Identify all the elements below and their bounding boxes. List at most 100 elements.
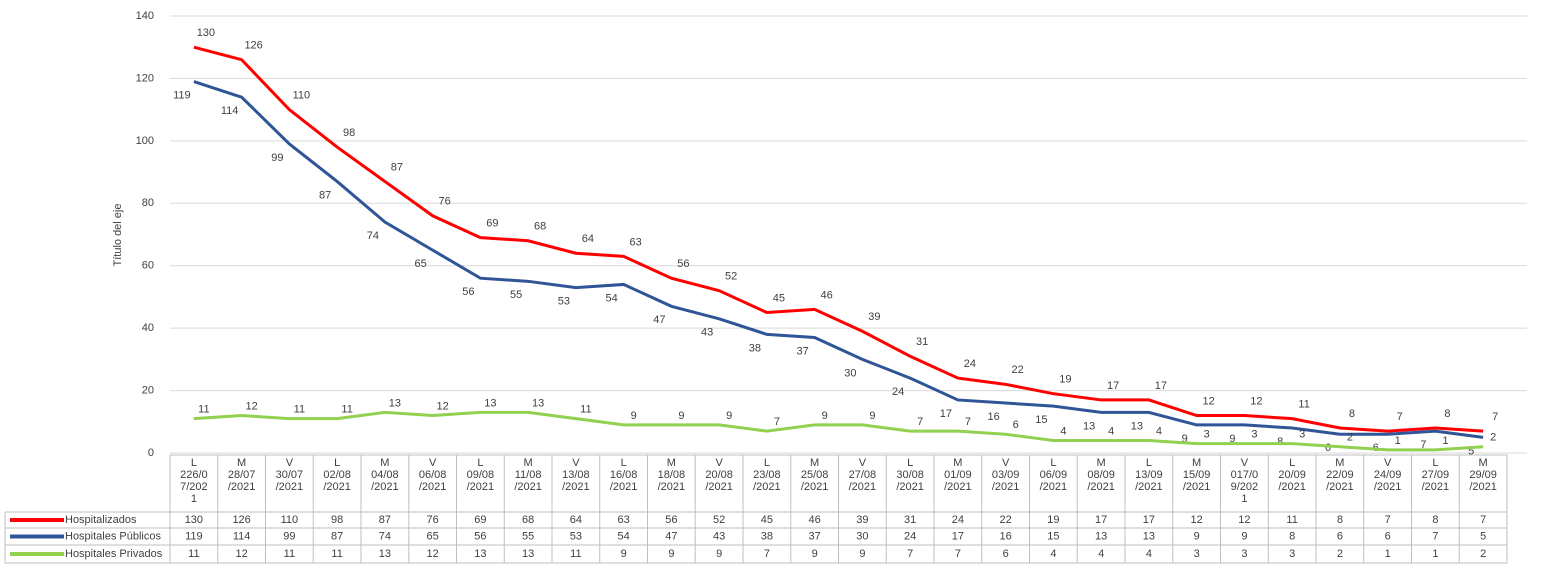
- table-value: 31: [904, 514, 916, 526]
- data-label: 7: [1397, 411, 1403, 423]
- data-label: 98: [343, 127, 355, 139]
- data-label: 7: [965, 416, 971, 428]
- table-value: 9: [812, 548, 818, 560]
- table-value: 87: [331, 530, 343, 542]
- x-tick-label: M 29/09/2021: [1469, 457, 1497, 493]
- data-label: 114: [221, 105, 239, 117]
- table-value: 99: [283, 530, 295, 542]
- table-value: 3: [1241, 548, 1247, 560]
- series-line: [193, 80, 1484, 439]
- table-value: 38: [761, 530, 773, 542]
- data-label: 7: [1420, 439, 1426, 451]
- table-value: 37: [809, 530, 821, 542]
- data-label: 110: [293, 90, 311, 102]
- table-value: 2: [1337, 548, 1343, 560]
- data-label: 3: [1251, 429, 1257, 441]
- data-label: 9: [822, 410, 828, 422]
- data-label: 74: [367, 230, 379, 242]
- table-value: 6: [1385, 530, 1391, 542]
- x-tick-label: L 09/08/2021: [467, 457, 495, 493]
- x-tick-label: L 23/08/2021: [753, 457, 781, 493]
- table-value: 15: [1047, 530, 1059, 542]
- data-label: 12: [437, 400, 449, 412]
- data-label: 54: [606, 292, 618, 304]
- data-label: 76: [439, 196, 451, 208]
- x-tick-label: M 04/08/2021: [371, 457, 399, 493]
- data-label: 130: [197, 27, 215, 39]
- table-value: 3: [1194, 548, 1200, 560]
- table-value: 9: [716, 548, 722, 560]
- data-label: 65: [415, 258, 427, 270]
- legend-label: Hospitales Privados: [65, 548, 163, 560]
- data-label: 52: [725, 271, 737, 283]
- table-value: 46: [809, 514, 821, 526]
- table-value: 54: [618, 530, 630, 542]
- data-label: 53: [558, 295, 570, 307]
- data-label: 47: [653, 314, 665, 326]
- table-value: 16: [1000, 530, 1012, 542]
- x-tick-label: L 27/09/2021: [1422, 457, 1450, 493]
- x-tick-label: V 017/0 9/202 1: [1231, 457, 1259, 505]
- data-label: 1: [1442, 435, 1448, 447]
- data-label: 11: [341, 404, 352, 416]
- legend-label: Hospitales Públicos: [65, 530, 161, 542]
- table-value: 9: [1241, 530, 1247, 542]
- table-value: 11: [331, 548, 342, 560]
- data-label: 46: [821, 289, 833, 301]
- data-label: 68: [534, 221, 546, 233]
- data-label: 11: [580, 404, 591, 416]
- table-value: 17: [1143, 514, 1155, 526]
- table-value: 13: [379, 548, 391, 560]
- x-tick-label: V 03/09/2021: [992, 457, 1020, 493]
- data-label: 4: [1156, 425, 1162, 437]
- table-value: 24: [952, 514, 964, 526]
- table-value: 3: [1289, 548, 1295, 560]
- data-label: 13: [484, 397, 496, 409]
- data-label: 12: [1250, 395, 1262, 407]
- data-label: 99: [271, 152, 283, 164]
- data-label: 9: [869, 410, 875, 422]
- table-value: 130: [185, 514, 203, 526]
- table-value: 7: [955, 548, 961, 560]
- data-label: 24: [964, 358, 976, 370]
- table-value: 7: [764, 548, 770, 560]
- y-tick-label: 100: [136, 135, 154, 147]
- data-label: 5: [1468, 445, 1474, 457]
- table-value: 22: [1000, 514, 1012, 526]
- data-label: 63: [630, 236, 642, 248]
- table-value: 9: [621, 548, 627, 560]
- data-label: 69: [486, 218, 498, 230]
- table-value: 6: [1003, 548, 1009, 560]
- table-value: 126: [232, 514, 250, 526]
- data-label: 43: [701, 327, 713, 339]
- data-label: 9: [1182, 433, 1188, 445]
- table-value: 8: [1337, 514, 1343, 526]
- data-label: 2: [1347, 432, 1353, 444]
- table-value: 76: [427, 514, 439, 526]
- series-line: [193, 45, 1484, 433]
- table-value: 8: [1289, 530, 1295, 542]
- table-value: 7: [1385, 514, 1391, 526]
- table-value: 114: [233, 530, 251, 542]
- data-label: 37: [797, 345, 809, 357]
- table-value: 74: [379, 530, 391, 542]
- table-value: 17: [1095, 514, 1107, 526]
- x-tick-label: L 226/0 7/202 1: [180, 457, 208, 505]
- data-label: 56: [677, 258, 689, 270]
- table-value: 119: [185, 530, 203, 542]
- table-value: 65: [427, 530, 439, 542]
- x-tick-label: M 01/09/2021: [944, 457, 972, 493]
- series-line: [193, 410, 1484, 452]
- table-value: 17: [952, 530, 964, 542]
- data-label: 22: [1012, 364, 1024, 376]
- table-value: 64: [570, 514, 582, 526]
- table-value: 43: [713, 530, 725, 542]
- data-label: 87: [319, 189, 331, 201]
- table-value: 11: [188, 548, 199, 560]
- x-tick-label: M 18/08/2021: [658, 457, 686, 493]
- table-value: 4: [1098, 548, 1104, 560]
- data-label: 8: [1444, 408, 1450, 420]
- x-tick-label: M 25/08/2021: [801, 457, 829, 493]
- table-value: 56: [474, 530, 486, 542]
